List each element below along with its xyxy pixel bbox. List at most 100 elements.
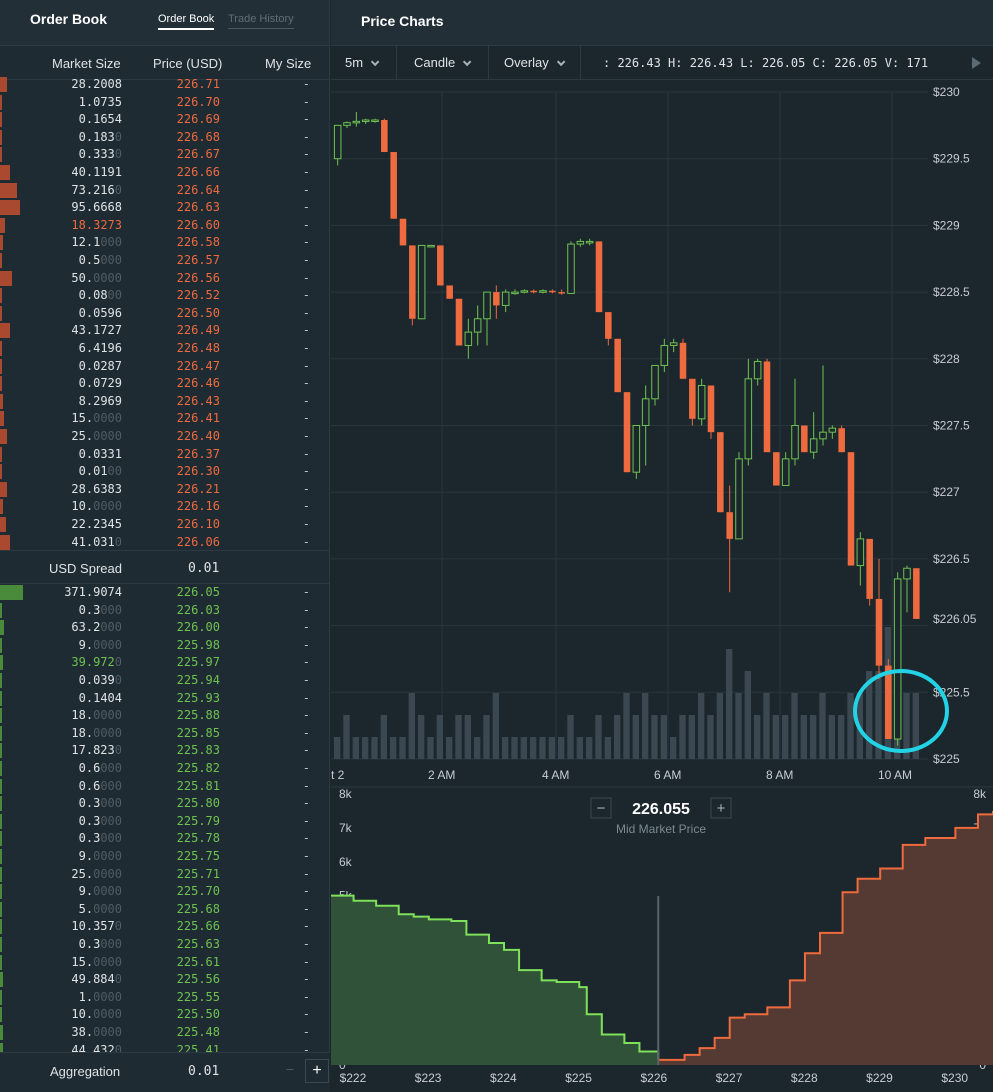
candle[interactable] [679,342,687,379]
candle[interactable] [576,240,585,245]
ask-row[interactable]: 95.6668 226.63 - [0,199,330,217]
candle[interactable] [632,425,641,473]
bid-row[interactable]: 0.0390 225.94 - [0,672,330,690]
ask-row[interactable]: 0.0100 226.30 - [0,463,330,481]
candle[interactable] [361,119,370,123]
bid-row[interactable]: 18.0000 225.88 - [0,707,330,725]
candle[interactable] [417,244,426,320]
candle[interactable] [913,568,920,619]
candle[interactable] [875,598,883,666]
candle[interactable] [399,218,407,246]
ask-row[interactable]: 15.0000 226.41 - [0,410,330,428]
ask-row[interactable]: 0.0596 226.50 - [0,305,330,323]
candle[interactable] [689,378,696,419]
candle[interactable] [856,538,865,567]
candle[interactable] [623,392,631,473]
candle[interactable] [530,290,537,293]
ask-row[interactable]: 12.1000 226.58 - [0,234,330,252]
ask-row[interactable]: 1.0735 226.70 - [0,94,330,112]
ask-row[interactable]: 0.1654 226.69 - [0,111,330,129]
ask-row[interactable]: 0.0729 226.46 - [0,375,330,393]
ask-row[interactable]: 50.0000 226.56 - [0,270,330,288]
ask-row[interactable]: 28.2008 226.71 - [0,76,330,94]
ask-row[interactable]: 8.2969 226.43 - [0,393,330,411]
charts-canvas[interactable]: $230 $229.5 $229 $228.5 $228 $227.5 $227 $226.5… [331,80,993,1092]
interval-dropdown[interactable]: 5m [331,46,397,80]
candle[interactable] [549,290,556,293]
bid-row[interactable]: 0.3000 225.80 - [0,795,330,813]
bid-row[interactable]: 0.3000 225.78 - [0,830,330,848]
bid-row[interactable]: 18.0000 225.85 - [0,725,330,743]
candle[interactable] [381,120,388,153]
bid-row[interactable]: 38.0000 225.48 - [0,1024,330,1042]
bid-row[interactable]: 0.6000 225.81 - [0,778,330,796]
candle[interactable] [791,425,799,460]
candle[interactable] [781,458,790,487]
candle[interactable] [446,285,453,299]
ask-row[interactable]: 25.0000 226.40 - [0,428,330,446]
bid-row[interactable]: 9.0000 225.70 - [0,883,330,901]
ask-row[interactable]: 0.0800 226.52 - [0,287,330,305]
candle[interactable] [735,458,743,540]
ask-row[interactable]: 41.0310 226.06 - [0,534,330,552]
bid-row[interactable]: 10.0000 225.50 - [0,1006,330,1024]
candle[interactable] [371,119,379,123]
candle[interactable] [819,431,827,440]
candle[interactable] [651,364,659,400]
bid-row[interactable]: 0.1404 225.93 - [0,690,330,708]
bid-row[interactable]: 0.3000 226.03 - [0,602,330,620]
candle[interactable] [773,452,780,486]
ask-row[interactable]: 43.1727 226.49 - [0,322,330,340]
candle[interactable] [595,241,603,313]
candle[interactable] [838,428,845,453]
candle[interactable] [343,122,351,126]
candle[interactable] [847,452,855,566]
candle[interactable] [697,384,706,420]
candle[interactable] [567,243,575,294]
candle[interactable] [501,291,510,306]
bid-row[interactable]: 63.2000 226.00 - [0,619,330,637]
candle[interactable] [717,432,724,513]
candle[interactable] [707,385,715,433]
ask-row[interactable]: 10.0000 226.16 - [0,498,330,516]
candle[interactable] [885,665,892,739]
bid-row[interactable]: 1.0000 225.55 - [0,989,330,1007]
ask-row[interactable]: 40.1191 226.66 - [0,164,330,182]
candle[interactable] [464,331,473,346]
candle[interactable] [893,578,902,740]
bid-row[interactable]: 49.8840 225.56 - [0,971,330,989]
candle[interactable] [605,312,612,339]
tab-trade-history[interactable]: Trade History [228,13,294,29]
bid-row[interactable]: 0.3000 225.63 - [0,936,330,954]
candle[interactable] [614,338,621,393]
candle[interactable] [763,361,771,453]
candle[interactable] [558,292,565,294]
candle[interactable] [511,291,519,295]
bid-row[interactable]: 17.8230 225.83 - [0,742,330,760]
candle[interactable] [483,291,491,320]
ask-row[interactable]: 0.0331 226.37 - [0,446,330,464]
bid-row[interactable]: 0.6000 225.82 - [0,760,330,778]
candlestick-chart[interactable]: $230 $229.5 $229 $228.5 $228 $227.5 $227 $226.5… [331,85,993,788]
depth-chart[interactable]: 8k8k7k7k6k6k5k5k4k4k3k3k2k2k1000100000$2… [331,787,993,1085]
mid-market-increase-button[interactable] [710,797,732,819]
ask-row[interactable]: 18.3273 226.60 - [0,217,330,235]
ask-row[interactable]: 22.2345 226.10 - [0,516,330,534]
candle[interactable] [903,567,911,580]
bid-row[interactable]: 25.0000 225.71 - [0,866,330,884]
candle[interactable] [539,290,547,293]
bid-row[interactable]: 39.9720 225.97 - [0,654,330,672]
candle[interactable] [866,538,873,599]
ask-row[interactable]: 0.5000 226.57 - [0,252,330,270]
play-icon[interactable] [972,57,981,69]
candle[interactable] [437,245,444,286]
ask-row[interactable]: 73.2160 226.64 - [0,182,330,200]
bid-row[interactable]: 9.0000 225.98 - [0,637,330,655]
tab-order-book[interactable]: Order Book [158,13,215,30]
ask-row[interactable]: 0.1830 226.68 - [0,129,330,147]
ask-row[interactable]: 28.6383 226.21 - [0,481,330,499]
candle[interactable] [660,344,669,366]
candle[interactable] [409,245,416,319]
candle[interactable] [641,398,650,427]
candle[interactable] [390,152,397,219]
